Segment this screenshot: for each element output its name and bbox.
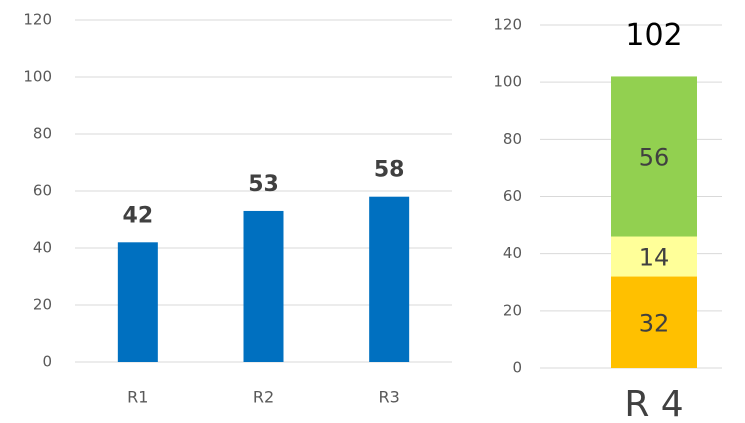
y-tick-label: 100 xyxy=(23,68,52,86)
y-tick-label: 80 xyxy=(33,125,52,143)
y-tick-label: 20 xyxy=(503,301,522,319)
bar xyxy=(243,210,284,362)
y-tick-label: 80 xyxy=(503,130,522,148)
segment-label: 56 xyxy=(639,143,670,171)
y-tick-label: 60 xyxy=(33,182,52,200)
bar xyxy=(369,196,410,362)
segment-label: 14 xyxy=(639,244,670,272)
x-tick-label: R1 xyxy=(127,388,148,407)
segment-label: 32 xyxy=(639,309,670,337)
y-tick-label: 40 xyxy=(503,244,522,262)
y-tick-label: 120 xyxy=(493,16,522,34)
data-label: 53 xyxy=(248,172,279,197)
y-tick-label: 120 xyxy=(23,11,52,29)
total-label: 102 xyxy=(625,18,682,53)
y-tick-label: 40 xyxy=(33,239,52,257)
data-label: 58 xyxy=(374,158,405,183)
y-tick-label: 100 xyxy=(493,73,522,91)
y-tick-label: 60 xyxy=(503,187,522,205)
bar-segment xyxy=(611,276,697,368)
y-tick-label: 0 xyxy=(512,359,522,377)
x-tick-label: R2 xyxy=(253,388,274,407)
data-label: 42 xyxy=(123,203,154,228)
y-tick-label: 0 xyxy=(42,353,52,371)
y-tick-label: 20 xyxy=(33,296,52,314)
x-tick-label: R3 xyxy=(379,388,400,407)
x-tick-label: R 4 xyxy=(624,384,683,423)
bar xyxy=(117,242,158,362)
bar-segment xyxy=(611,236,697,277)
bar-segment xyxy=(611,76,697,237)
